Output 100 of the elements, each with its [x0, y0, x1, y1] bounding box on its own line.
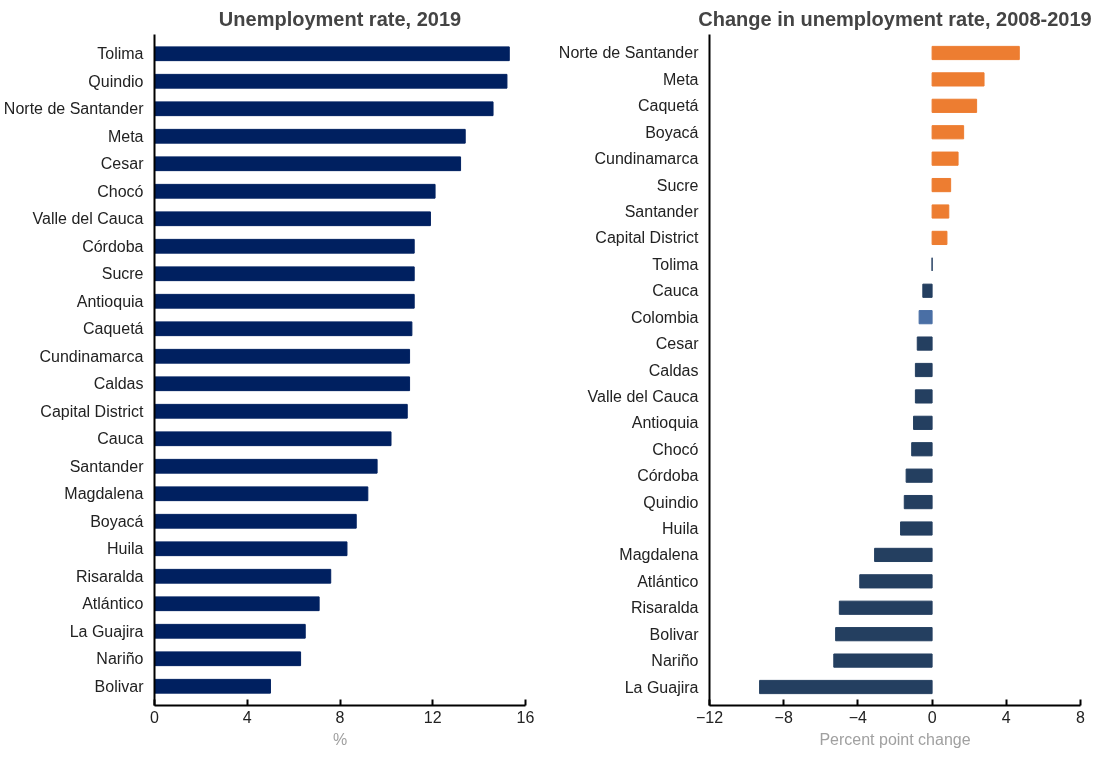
y-tick-label: Valle del Cauca: [587, 387, 699, 405]
y-tick-label: Nariño: [651, 652, 699, 670]
y-tick-label: Norte de Santander: [558, 44, 700, 62]
bar: [154, 596, 320, 612]
bar: [900, 521, 933, 536]
y-tick-label: Antioquia: [631, 414, 699, 432]
y-tick-label: Risaralda: [630, 599, 699, 617]
y-tick-label: Cundinamarca: [594, 150, 699, 168]
y-tick-label: Caldas: [648, 361, 699, 379]
x-tick-label: 16: [516, 708, 535, 726]
y-tick-label: Tolima: [97, 45, 144, 63]
bar: [154, 183, 436, 199]
bar: [154, 266, 415, 282]
x-tick-label: 4: [242, 708, 252, 726]
y-tick-label: Colombia: [630, 308, 699, 326]
y-tick-label: Capital District: [40, 402, 145, 420]
y-tick-label: Bolivar: [649, 625, 700, 643]
y-tick-label: Sucre: [101, 265, 144, 283]
y-tick-label: Antioquia: [76, 292, 144, 310]
bar: [759, 679, 933, 695]
y-tick-label: Caquetá: [83, 320, 144, 338]
y-tick-label: Meta: [107, 127, 144, 145]
y-tick-label: Santander: [624, 203, 700, 220]
bar: [859, 574, 933, 589]
bar: [914, 389, 933, 404]
bar: [922, 283, 933, 298]
bar: [154, 46, 510, 62]
y-tick-label: Córdoba: [82, 237, 144, 255]
bar: [905, 468, 933, 483]
y-tick-label: Quindio: [88, 72, 144, 90]
y-tick-label: Bolivar: [94, 677, 145, 695]
bar: [931, 45, 1020, 61]
y-tick-label: Nariño: [96, 650, 144, 668]
y-tick-label: Caquetá: [638, 97, 699, 115]
bar: [931, 204, 950, 219]
bar: [154, 486, 369, 502]
bar: [931, 125, 965, 140]
y-tick-label: Atlántico: [82, 595, 144, 613]
y-tick-label: Santander: [69, 457, 145, 475]
bar: [154, 376, 411, 392]
bar: [913, 415, 933, 430]
y-tick-label: Chocó: [652, 440, 699, 458]
bar: [154, 238, 415, 254]
y-tick-label: La Guajira: [69, 622, 144, 640]
y-tick-label: Cauca: [97, 430, 144, 448]
bar: [931, 177, 952, 193]
y-tick-label: Valle del Cauca: [32, 210, 144, 228]
y-tick-label: Quindio: [643, 493, 699, 511]
y-tick-label: Meta: [662, 70, 699, 88]
y-tick-label: Magdalena: [619, 546, 699, 564]
bar: [154, 678, 271, 694]
bar: [931, 230, 948, 246]
bar: [931, 72, 985, 87]
bar: [918, 310, 933, 325]
y-tick-label: Caldas: [93, 375, 144, 393]
bar: [154, 211, 431, 227]
bar: [154, 623, 306, 639]
bar: [154, 651, 302, 667]
y-tick-label: Boyacá: [645, 123, 699, 141]
y-tick-label: Sucre: [656, 176, 699, 194]
bar: [154, 513, 357, 529]
y-tick-label: Capital District: [595, 229, 700, 247]
bar: [154, 458, 378, 474]
x-axis-title: Percent point change: [819, 730, 971, 748]
bar: [916, 336, 933, 351]
chart-title: Unemployment rate, 2019: [218, 7, 462, 30]
bar: [154, 431, 392, 447]
bar: [914, 362, 933, 378]
x-tick-label: −8: [774, 708, 793, 726]
y-tick-label: Cesar: [655, 335, 700, 353]
bar: [903, 494, 933, 510]
x-tick-label: 0: [927, 708, 937, 726]
y-tick-label: Córdoba: [637, 467, 699, 485]
x-tick-label: −12: [695, 708, 724, 726]
y-tick-label: Cundinamarca: [39, 347, 144, 365]
x-tick-label: 0: [150, 708, 160, 726]
y-tick-label: Risaralda: [75, 567, 144, 585]
bar: [154, 293, 415, 309]
x-tick-label: 8: [1076, 708, 1086, 726]
y-tick-label: Chocó: [97, 182, 144, 200]
x-tick-label: 8: [335, 708, 345, 726]
bar: [154, 128, 466, 144]
bar: [154, 101, 494, 117]
y-tick-label: Atlántico: [637, 572, 699, 590]
bar: [833, 653, 933, 668]
y-tick-label: Magdalena: [64, 485, 144, 503]
bar: [931, 151, 959, 166]
bar: [931, 98, 978, 113]
x-tick-label: 12: [423, 708, 442, 726]
bar: [154, 348, 411, 364]
y-tick-label: Tolima: [652, 255, 699, 273]
y-tick-label: Cesar: [100, 155, 145, 173]
y-tick-label: La Guajira: [624, 678, 699, 696]
bar: [911, 442, 933, 457]
y-tick-label: Norte de Santander: [3, 100, 145, 118]
bar: [154, 568, 332, 584]
y-tick-label: Cauca: [652, 282, 699, 300]
bar: [835, 627, 933, 642]
x-axis-title: %: [332, 730, 348, 748]
x-tick-label: 4: [1001, 708, 1011, 726]
